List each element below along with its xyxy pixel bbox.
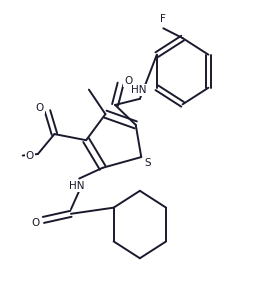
Text: O: O xyxy=(31,218,39,228)
Text: HN: HN xyxy=(131,85,146,95)
Text: O: O xyxy=(36,103,44,113)
Text: HN: HN xyxy=(69,181,85,191)
Text: O: O xyxy=(25,151,34,160)
Text: O: O xyxy=(124,76,132,86)
Text: S: S xyxy=(145,158,152,168)
Text: F: F xyxy=(160,14,166,24)
